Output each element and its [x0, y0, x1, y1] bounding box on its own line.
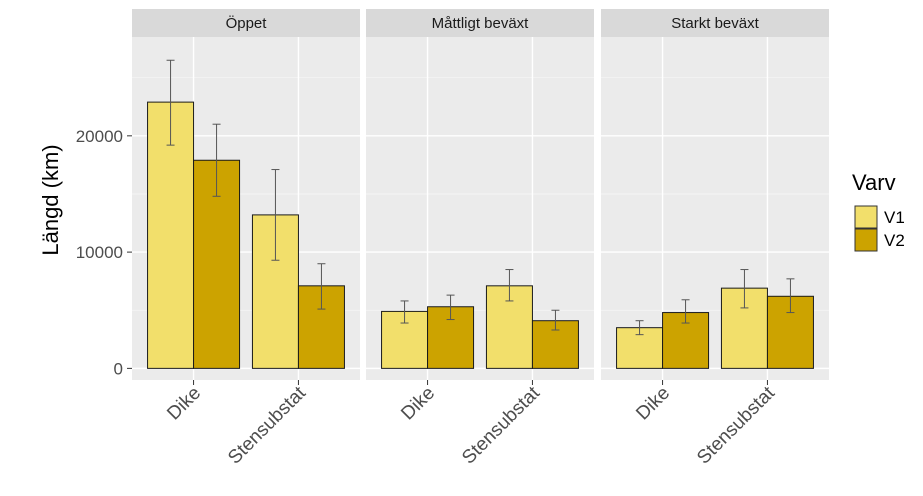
facet-strip-label: Starkt beväxt	[671, 15, 759, 32]
error-bar	[400, 300, 409, 324]
y-tick-label: 10000	[76, 243, 123, 262]
x-tick-label: Stensubstat	[458, 382, 544, 468]
y-axis-title: Längd (km)	[38, 144, 63, 255]
error-bar	[446, 294, 455, 321]
error-bar	[635, 320, 644, 336]
facet-strip	[601, 9, 829, 37]
facet-strip	[366, 9, 594, 37]
error-bar	[681, 299, 690, 324]
legend: Varv V1 V2	[852, 170, 905, 252]
error-bar	[166, 59, 175, 146]
x-tick-label: Dike	[397, 383, 439, 425]
legend-title: Varv	[852, 170, 896, 195]
legend-label: V1	[884, 208, 905, 227]
error-bar	[271, 169, 280, 261]
error-bar	[740, 269, 749, 309]
facet-strip-label: Måttligt beväxt	[432, 15, 530, 32]
bar	[147, 101, 195, 369]
facet-panel: Öppet Dike Stensubstat	[132, 9, 360, 468]
facet-strip	[132, 9, 360, 37]
legend-label: V2	[884, 231, 905, 250]
error-bar	[505, 269, 514, 302]
facet-panel: Måttligt beväxt Dike Stensubstat	[366, 9, 594, 468]
x-tick-label: Stensubstat	[693, 382, 779, 468]
error-bar	[212, 123, 221, 197]
facet-strip-label: Öppet	[226, 14, 268, 32]
y-tick-label: 20000	[76, 127, 123, 146]
facet-panel: Starkt beväxt Dike Stensubstat	[601, 9, 829, 468]
legend-key	[854, 228, 878, 252]
x-tick-label: Stensubstat	[224, 382, 310, 468]
error-bar	[551, 309, 560, 331]
legend-key	[854, 205, 878, 229]
error-bar	[786, 278, 795, 314]
x-tick-label: Dike	[632, 383, 674, 425]
y-tick-label: 0	[114, 359, 123, 378]
error-bar	[317, 263, 326, 310]
x-tick-label: Dike	[163, 383, 205, 425]
